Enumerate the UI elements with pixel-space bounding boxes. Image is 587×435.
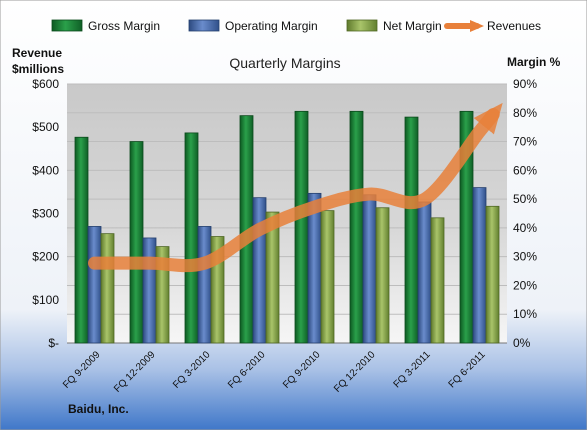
bar-operating-margin <box>252 197 267 344</box>
bar-net-margin <box>485 205 500 344</box>
y-left-tick-label: $300 <box>32 207 59 221</box>
legend-swatch-operating-margin <box>188 19 220 32</box>
y-left-tick-label: $- <box>48 336 59 350</box>
y-right-tick-label: 20% <box>513 278 537 292</box>
legend-label: Revenues <box>487 19 541 33</box>
bar-net-margin <box>100 233 115 344</box>
legend-swatch-net-margin <box>346 19 378 32</box>
bar-gross-margin <box>74 136 89 344</box>
bar-operating-margin <box>417 201 432 344</box>
y-right-tick-label: 10% <box>513 307 537 321</box>
y-left-tick-label: $100 <box>32 293 59 307</box>
company-label: Baidu, Inc. <box>68 402 129 416</box>
y-right-ticks: 0% 10% 20% 30% 40% 50% 60% 70% 80% 90% <box>513 77 537 350</box>
bar-operating-margin <box>307 192 322 344</box>
bar-gross-margin <box>184 132 199 344</box>
bar-gross-margin <box>404 116 419 344</box>
bar-net-margin <box>320 210 335 344</box>
y-left-tick-label: $500 <box>32 120 59 134</box>
legend-label: Operating Margin <box>225 19 318 33</box>
bar-operating-margin <box>142 237 157 344</box>
y-right-tick-label: 40% <box>513 221 537 235</box>
legend-swatch-gross-margin <box>51 19 83 32</box>
legend-label: Net Margin <box>383 19 442 33</box>
revenue-line <box>88 102 503 273</box>
bar-operating-margin <box>197 226 212 344</box>
y-right-tick-label: 70% <box>513 135 537 149</box>
y-left-ticks: $- $100 $200 $300 $400 $500 $600 <box>32 77 59 350</box>
bar-operating-margin <box>87 226 102 344</box>
bar-net-margin <box>265 211 280 344</box>
y-right-label: Margin % <box>507 55 561 69</box>
bar-operating-margin <box>472 187 487 344</box>
bar-net-margin <box>375 207 390 344</box>
legend-label: Gross Margin <box>88 19 160 33</box>
bar-operating-margin <box>362 194 377 344</box>
y-right-tick-label: 50% <box>513 192 537 206</box>
y-left-label-line1: Revenue <box>12 46 62 60</box>
chart-title: Quarterly Margins <box>229 55 340 71</box>
y-right-tick-label: 30% <box>513 250 537 264</box>
y-right-tick-label: 60% <box>513 163 537 177</box>
bar-net-margin <box>430 217 445 344</box>
bar-gross-margin <box>294 110 309 344</box>
bar-gross-margin <box>349 110 364 344</box>
y-left-label-line2: $millions <box>12 62 64 76</box>
revenue-line-path <box>88 102 503 273</box>
bar-gross-margin <box>129 141 144 344</box>
y-left-tick-label: $400 <box>32 163 59 177</box>
y-left-tick-label: $200 <box>32 250 59 264</box>
y-right-tick-label: 80% <box>513 106 537 120</box>
y-left-tick-label: $600 <box>32 77 59 91</box>
y-right-tick-label: 90% <box>513 77 537 91</box>
y-right-tick-label: 0% <box>513 336 531 350</box>
legend: Gross Margin Operating Margin Net Margin Re… <box>51 19 541 33</box>
